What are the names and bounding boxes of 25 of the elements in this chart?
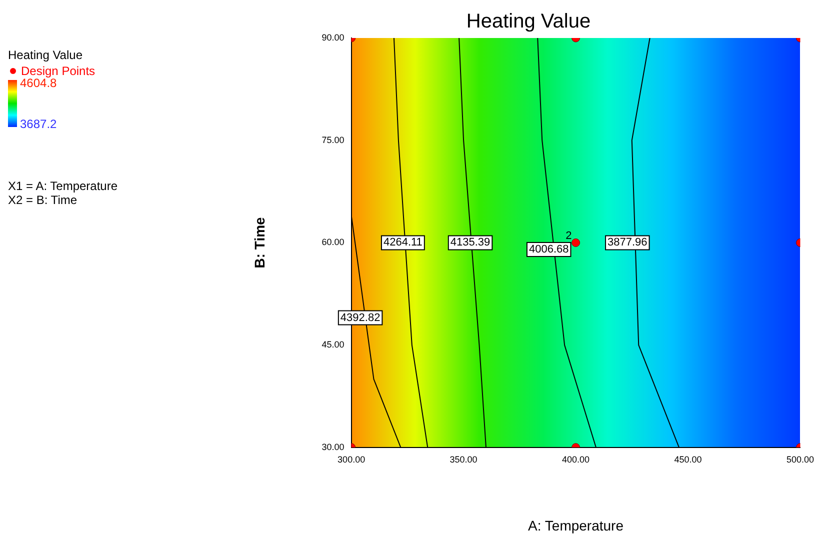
y-tick-label: 60.00 <box>322 237 344 248</box>
annotation: 4135.39 <box>450 236 490 249</box>
annotation: 4264.11 <box>383 236 422 249</box>
y-tick-label: 30.00 <box>322 442 344 452</box>
y-tick-label: 90.00 <box>322 32 344 42</box>
annotation: 4392.82 <box>340 312 380 324</box>
annotation: 3877.96 <box>608 236 648 249</box>
x-tick-label: 500.00 <box>786 454 814 464</box>
color-bar-label: 4604.8 <box>20 76 57 90</box>
y-axis-title: B: Time <box>251 216 268 268</box>
color-bar-title: Heating Value <box>8 48 84 62</box>
x-tick-label: 350.00 <box>450 454 478 464</box>
y-tick-label: 45.00 <box>322 340 344 350</box>
chart-title: Heating Value <box>466 10 591 33</box>
legend-label: Design Points <box>21 64 96 78</box>
annotation: 2 <box>566 230 572 242</box>
annotation: 4006.68 <box>528 244 569 256</box>
text: X1 = A: Temperature <box>8 179 118 193</box>
color-bar-label: 3687.2 <box>20 117 57 131</box>
x-tick-label: 450.00 <box>674 454 702 464</box>
x-tick-label: 400.00 <box>562 454 590 464</box>
x-tick-label: 300.00 <box>338 454 366 464</box>
text: X2 = B: Time <box>8 193 78 207</box>
x-axis-title: A: Temperature <box>528 517 624 534</box>
y-tick-label: 75.00 <box>322 134 344 145</box>
